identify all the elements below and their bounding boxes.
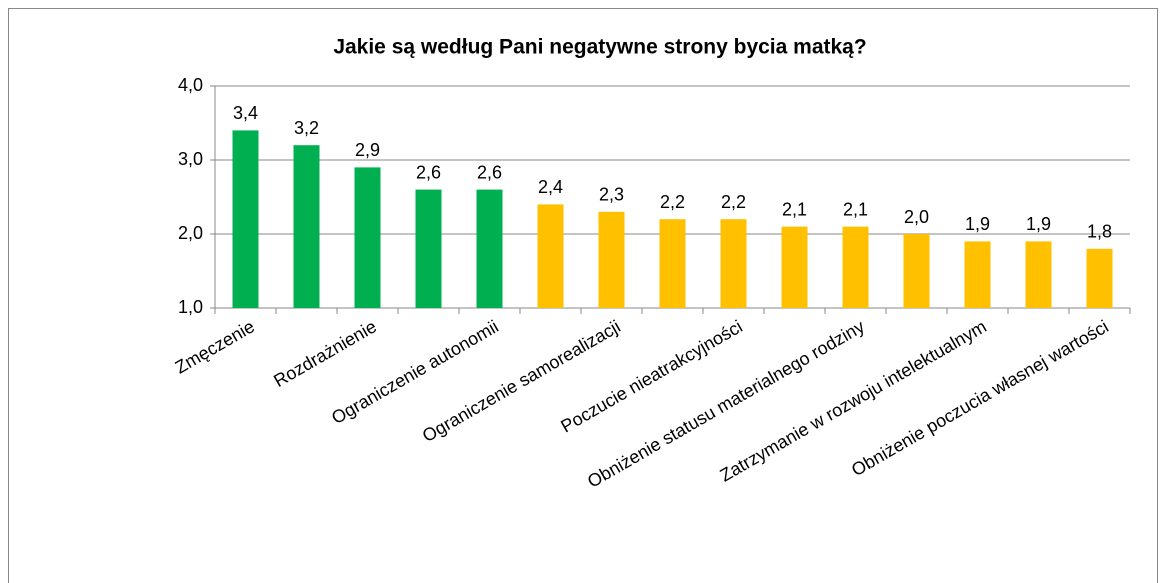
value-label: 3,4 <box>233 103 258 123</box>
value-label: 2,6 <box>416 162 441 182</box>
bar <box>354 167 381 308</box>
y-tick-label: 4,0 <box>178 75 203 95</box>
value-label: 2,1 <box>843 199 868 219</box>
bar <box>598 211 625 308</box>
bar <box>720 219 747 308</box>
bar <box>781 226 808 308</box>
value-label: 1,9 <box>965 214 990 234</box>
bar <box>842 226 869 308</box>
value-label: 2,9 <box>355 140 380 160</box>
value-label: 2,2 <box>660 192 685 212</box>
bar <box>415 189 442 308</box>
bar <box>293 145 320 308</box>
bar <box>476 189 503 308</box>
bar <box>659 219 686 308</box>
value-label: 2,4 <box>538 177 563 197</box>
value-label: 2,6 <box>477 162 502 182</box>
bar <box>232 130 259 308</box>
bar <box>964 241 991 308</box>
value-label: 2,2 <box>721 192 746 212</box>
y-tick-label: 3,0 <box>178 149 203 169</box>
value-label: 1,8 <box>1087 222 1112 242</box>
value-label: 1,9 <box>1026 214 1051 234</box>
bar <box>903 234 930 308</box>
bar <box>1025 241 1052 308</box>
y-tick-label: 2,0 <box>178 223 203 243</box>
bar <box>537 204 564 308</box>
value-label: 2,0 <box>904 207 929 227</box>
bar <box>1086 248 1113 308</box>
y-tick-label: 1,0 <box>178 297 203 317</box>
value-label: 3,2 <box>294 118 319 138</box>
value-label: 2,1 <box>782 199 807 219</box>
chart-title: Jakie są według Pani negatywne strony by… <box>333 36 866 59</box>
value-label: 2,3 <box>599 185 624 205</box>
